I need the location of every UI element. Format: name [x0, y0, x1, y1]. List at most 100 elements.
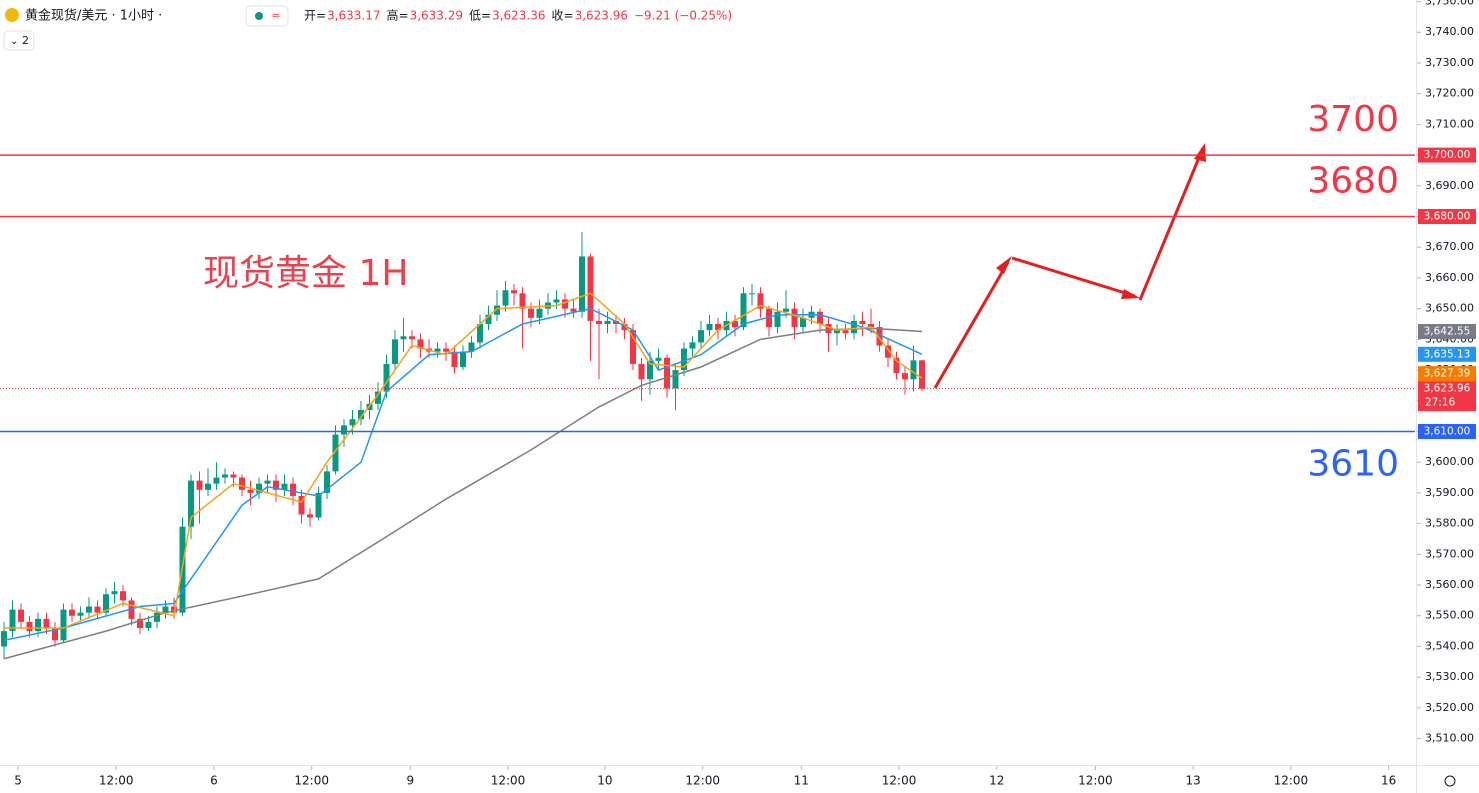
- status-box[interactable]: [245, 5, 289, 27]
- candle-body: [587, 256, 594, 321]
- y-tick-label: 3,520.00: [1425, 701, 1474, 714]
- level-badge-label: 3,700.00: [1424, 149, 1471, 161]
- candle-body: [400, 336, 407, 340]
- candle-body: [51, 628, 58, 641]
- watermark: 现货黄金 1H: [203, 253, 408, 294]
- candle-body: [442, 348, 449, 352]
- candle-body: [867, 323, 874, 328]
- candle-body: [672, 370, 679, 389]
- candle-body: [315, 492, 322, 518]
- y-tick-label: 3,670.00: [1425, 240, 1474, 253]
- candle-body: [850, 320, 857, 334]
- candle-body: [910, 360, 917, 380]
- chevron: ⌄: [10, 36, 18, 47]
- candle-body: [0, 631, 7, 647]
- candle-body: [323, 471, 330, 493]
- candle-body: [119, 591, 126, 601]
- candle-body: [629, 330, 636, 364]
- candle-body: [833, 330, 840, 334]
- level-badge: [1418, 147, 1476, 163]
- field-value: 3,633.17: [327, 9, 380, 23]
- candle-body: [77, 612, 84, 616]
- price-badge-label: 3,642.55: [1424, 326, 1471, 338]
- candle-body: [536, 308, 543, 318]
- candle-body: [476, 323, 483, 343]
- y-tick-label: 3,710.00: [1425, 117, 1474, 130]
- candle-body: [740, 293, 747, 328]
- candle-body: [136, 618, 143, 629]
- level-badge-label: 3,610.00: [1424, 425, 1471, 437]
- candle-body: [791, 308, 798, 328]
- candle-body: [34, 618, 41, 632]
- price-badge-label: 3,635.13: [1424, 348, 1471, 360]
- candle-body: [230, 474, 237, 478]
- level-badge-label: 3,680.00: [1424, 211, 1471, 223]
- x-tick-label: 11: [794, 774, 809, 788]
- candle-body: [680, 348, 687, 371]
- indicator-toggle[interactable]: [3, 30, 35, 51]
- x-tick-label: 12:00: [491, 774, 526, 788]
- candle-body: [918, 360, 925, 389]
- candle-body: [748, 293, 755, 295]
- field-name: 低=: [469, 9, 491, 23]
- settings-icon[interactable]: [1444, 775, 1456, 787]
- x-tick-label: 13: [1186, 774, 1201, 788]
- candle-body: [264, 480, 271, 484]
- field-name: 收=: [552, 9, 574, 23]
- y-tick-label: 3,560.00: [1425, 578, 1474, 591]
- arrow-head: [996, 256, 1012, 274]
- price-badge: [1418, 381, 1476, 412]
- forecast-arrow: [933, 147, 1205, 389]
- candle-body: [876, 327, 883, 346]
- candle-body: [884, 345, 891, 358]
- candle-body: [272, 480, 279, 490]
- candle-body: [621, 323, 628, 331]
- x-tick-label: 9: [406, 774, 414, 788]
- candle-body: [298, 495, 305, 515]
- price-badge: [1418, 324, 1476, 340]
- candle-body: [340, 425, 347, 435]
- field-name: 高=: [387, 8, 409, 23]
- candle-body: [221, 474, 228, 478]
- y-tick-label: 3,580.00: [1425, 517, 1474, 530]
- candle-body: [102, 594, 109, 613]
- candle-body: [153, 612, 160, 622]
- price-badge: [1418, 346, 1476, 362]
- candle-body: [893, 357, 900, 374]
- x-tick-label: 10: [597, 774, 612, 788]
- status-icon: ≈: [271, 9, 280, 22]
- candle-body: [901, 373, 908, 380]
- candle-body: [213, 477, 220, 484]
- candle-body: [17, 609, 24, 622]
- field-value: 3,623.36: [492, 9, 545, 23]
- x-tick-label: 12:00: [882, 774, 917, 788]
- candle-body: [417, 339, 424, 349]
- x-tick-label: 16: [1381, 774, 1396, 788]
- candle-body: [187, 480, 194, 527]
- candle-body: [859, 320, 866, 324]
- candle-body: [111, 591, 118, 595]
- candle-body: [825, 323, 832, 334]
- candle-body: [612, 320, 619, 324]
- x-tick-label: 6: [210, 774, 218, 788]
- candle-body: [689, 342, 696, 349]
- candle-body: [816, 311, 823, 324]
- candle-body: [349, 419, 356, 426]
- symbol[interactable]: 黄金现货/美元 · 1小时 ·: [25, 8, 162, 24]
- x-tick-label: 12:00: [685, 774, 720, 788]
- candle-body: [757, 293, 764, 309]
- y-tick-label: 3,690.00: [1425, 179, 1474, 192]
- candle-body: [493, 305, 500, 315]
- candle-body: [799, 317, 806, 328]
- y-tick-label: 3,510.00: [1425, 732, 1474, 745]
- level-label: 3700: [1307, 99, 1399, 140]
- candle-body: [289, 483, 296, 496]
- candle-body: [519, 293, 526, 309]
- candle-body: [638, 363, 645, 380]
- candle-body: [434, 348, 441, 352]
- candle-body: [604, 320, 611, 324]
- candle-body: [247, 489, 254, 493]
- change: −9.21 (−0.25%): [634, 9, 732, 23]
- price-badge-label: 27:16: [1425, 397, 1456, 409]
